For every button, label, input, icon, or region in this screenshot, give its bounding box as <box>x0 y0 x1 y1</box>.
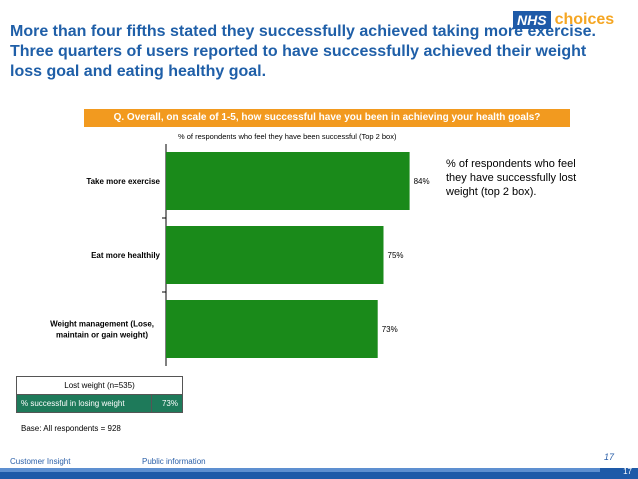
base-note: Base: All respondents = 928 <box>21 424 121 433</box>
lost-weight-row-label: % successful in losing weight <box>16 394 152 413</box>
category-label: Eat more healthily <box>91 251 160 260</box>
chart-title: % of respondents who feel they have been… <box>178 132 397 141</box>
chart-note: % of respondents who feel they have succ… <box>446 158 577 198</box>
bar-1 <box>166 152 410 210</box>
choices-logo-text: choices <box>554 11 615 28</box>
question-banner: Q. Overall, on scale of 1-5, how success… <box>84 109 570 127</box>
slide-headline: More than four fifths stated they succes… <box>10 23 596 80</box>
category-label: Weight management (Lose, maintain or gain… <box>50 320 154 340</box>
bar-value-label: 84% <box>414 177 430 186</box>
bar-value-label: 75% <box>388 251 404 260</box>
lost-weight-table: Lost weight (n=535) % successful in losi… <box>16 376 183 413</box>
category-label: Take more exercise <box>86 177 160 186</box>
lost-weight-header: Lost weight (n=535) <box>16 376 183 395</box>
bar-value-label: 73% <box>382 325 398 334</box>
page-number: 17 <box>603 452 614 462</box>
footer-customer-insight: Customer Insight <box>10 457 71 466</box>
nhs-logo-text: NHS <box>513 11 551 29</box>
nhs-choices-logo: NHS choices <box>513 10 614 30</box>
footer-public-information: Public information <box>142 457 206 466</box>
page-number-corner: 17 <box>623 467 632 476</box>
bar-chart: % of respondents who feel they have been… <box>50 132 430 366</box>
footer-bar <box>0 468 638 479</box>
bar-3 <box>166 300 378 358</box>
lost-weight-row-value: 73% <box>151 394 183 413</box>
bar-2 <box>166 226 384 284</box>
